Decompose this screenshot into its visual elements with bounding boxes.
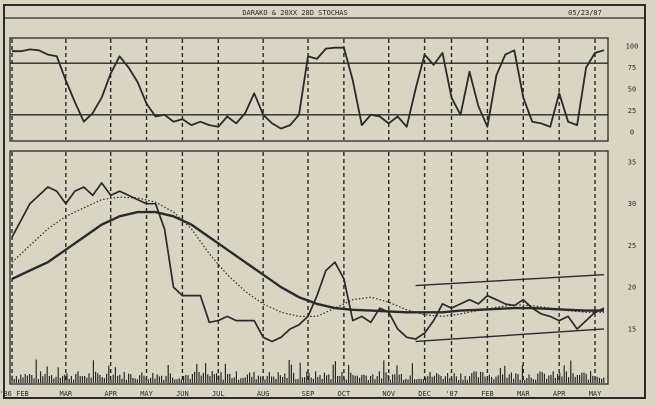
x-tick-label: NOV xyxy=(382,390,395,398)
x-tick-label: DEC xyxy=(418,390,431,398)
stochastic-panel: 0 25 50 75 100 xyxy=(9,37,639,142)
stoch-series-line xyxy=(12,46,605,130)
chart-header: DARAKO & 20XX 28D STOCHAS 05/23/87 xyxy=(4,9,645,19)
x-tick-label: AUG xyxy=(257,390,270,398)
x-tick-label: SEP xyxy=(302,390,315,398)
stoch-y-tick: 100 xyxy=(626,43,639,51)
x-tick-label: MAR xyxy=(59,390,72,398)
x-tick-label: MAY xyxy=(140,390,153,398)
price-y-tick: 30 xyxy=(628,200,636,208)
x-tick-label: OCT xyxy=(338,390,351,398)
x-tick-label: JUL xyxy=(212,390,225,398)
price-y-tick: 35 xyxy=(628,159,636,167)
price-y-tick: 20 xyxy=(628,284,636,292)
trend-channel-line xyxy=(415,273,605,287)
x-tick-label: APR xyxy=(553,390,566,398)
trend-channel-line xyxy=(415,328,605,343)
stoch-y-tick: 25 xyxy=(628,107,636,115)
long-moving-average-line xyxy=(11,210,604,314)
x-tick-label: APR xyxy=(104,390,117,398)
x-tick-label: JUN xyxy=(176,390,189,398)
chart-title: DARAKO & 20XX 28D STOCHAS xyxy=(242,9,347,17)
x-tick-label: '86 FEB xyxy=(0,390,29,398)
x-tick-label: MAR xyxy=(517,390,530,398)
chart-date: 05/23/87 xyxy=(568,9,602,17)
price-y-tick: 15 xyxy=(628,325,636,333)
stoch-y-tick: 50 xyxy=(628,86,636,94)
price-panel: '86 FEB MAR APR MAY JUN JUL AUG SEP OCT NOV DEC '87… xyxy=(0,150,636,398)
x-tick-label: MAY xyxy=(589,390,602,398)
stoch-y-tick: 0 xyxy=(630,129,634,137)
x-tick-label: '87 xyxy=(445,390,458,398)
stoch-y-tick: 75 xyxy=(628,64,636,72)
x-tick-label: FEB xyxy=(481,390,494,398)
price-y-tick: 25 xyxy=(628,242,636,250)
short-moving-average-line xyxy=(11,196,604,317)
